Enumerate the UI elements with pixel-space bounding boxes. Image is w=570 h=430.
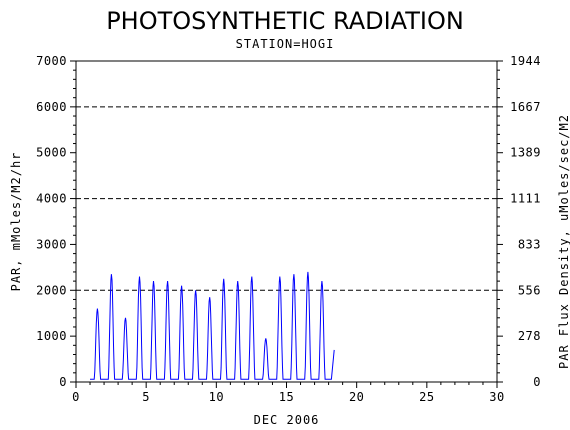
- x-tick-label: 20: [349, 390, 364, 404]
- x-tick-label: 30: [489, 390, 504, 404]
- y-tick-label-right: 1944: [510, 54, 541, 68]
- plot-frame: [75, 60, 498, 383]
- y-tick-label-right: 0: [533, 375, 541, 389]
- y-tick-label-right: 833: [518, 237, 541, 251]
- y-tick-label-right: 1667: [510, 100, 541, 114]
- y-tick-label-left: 7000: [36, 54, 67, 68]
- y-axis-label-left: PAR, mMoles/M2/hr: [9, 152, 23, 292]
- x-tick-label: 15: [279, 390, 294, 404]
- y-tick-label-left: 4000: [36, 192, 67, 206]
- y-tick-label-right: 556: [518, 283, 541, 297]
- x-tick-label: 25: [419, 390, 434, 404]
- chart-subtitle: STATION=HOGI: [236, 37, 335, 51]
- series-line-0: [90, 271, 335, 380]
- x-tick-label: 0: [72, 390, 80, 404]
- y-tick-label-right: 278: [518, 329, 541, 343]
- y-tick-label-left: 6000: [36, 100, 67, 114]
- axis-ticks: [70, 60, 503, 388]
- x-axis-label: DEC 2006: [254, 413, 320, 427]
- y-tick-label-right: 1389: [510, 146, 541, 160]
- chart-title: PHOTOSYNTHETIC RADIATION: [106, 7, 464, 35]
- gridlines: [76, 106, 497, 291]
- tick-labels: 0 1000 2000 3000 4000 5000 6000 7000 0 278 556 833 1…: [36, 54, 541, 404]
- y-tick-label-left: 3000: [36, 237, 67, 251]
- y-tick-label-left: 1000: [36, 329, 67, 343]
- y-tick-label-left: 2000: [36, 283, 67, 297]
- y-tick-label-left: 5000: [36, 146, 67, 160]
- x-tick-label: 5: [142, 390, 150, 404]
- y-tick-label-right: 1111: [510, 192, 541, 206]
- y-tick-label-left: 0: [59, 375, 67, 389]
- series: [90, 271, 335, 380]
- y-axis-label-right: PAR Flux Density, uMoles/sec/M2: [557, 114, 570, 369]
- x-tick-label: 10: [209, 390, 224, 404]
